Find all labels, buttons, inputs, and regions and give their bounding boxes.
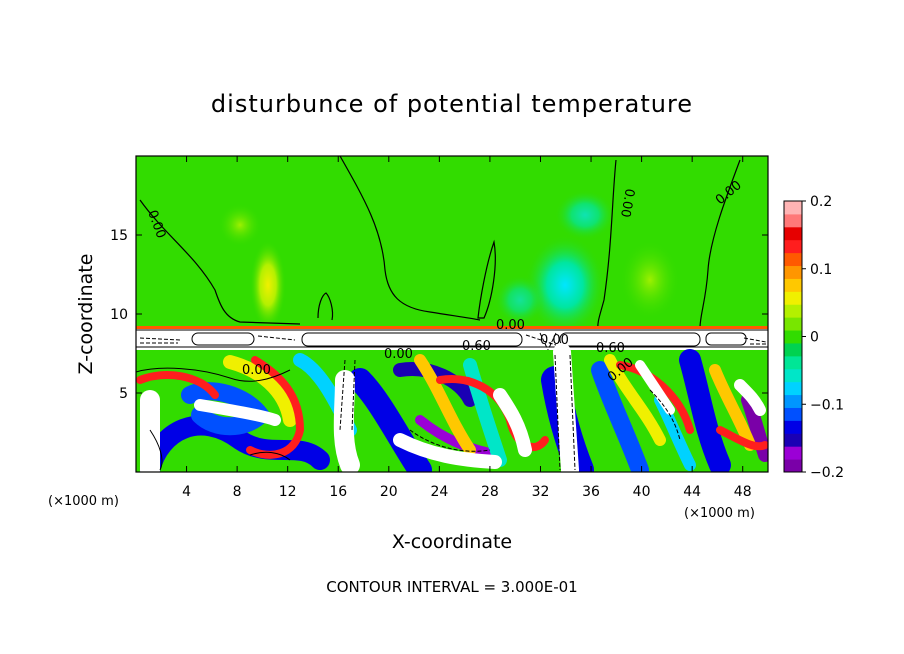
contour-line	[477, 239, 496, 319]
x-tick-label: 8	[233, 484, 242, 500]
y-tick-label: 5	[119, 386, 128, 402]
boundary-band	[136, 329, 768, 351]
x-tick-label: 4	[182, 484, 191, 500]
colorbar-swatch	[784, 355, 802, 370]
colorbar-swatch	[784, 213, 802, 228]
lower-contours	[136, 354, 681, 471]
colorbar-swatch	[784, 433, 802, 447]
plot-area	[136, 156, 768, 472]
x-tick-label: 36	[582, 484, 600, 500]
contour-line	[597, 159, 617, 331]
x-tick-label: 24	[430, 484, 448, 500]
x-tick-label: 12	[279, 484, 297, 500]
contour-label: 0.00	[540, 333, 569, 348]
boundary-band	[136, 326, 768, 329]
colorbar-swatch	[784, 459, 802, 473]
warm-anomaly	[250, 240, 286, 330]
colorbar-swatch	[784, 381, 802, 396]
colorbar-tick-label: −0.1	[810, 397, 844, 413]
contour-line	[699, 159, 741, 329]
y-tick-label: 15	[110, 228, 128, 244]
contour-label: 0.60	[462, 339, 491, 354]
colorbar-swatch	[784, 420, 802, 434]
warm-anomaly	[218, 203, 262, 247]
boundary-cell	[191, 332, 255, 346]
colorbar-swatch	[784, 265, 802, 279]
colorbar-swatch	[784, 407, 802, 421]
x-axis: 4 8 12 16 20 24 28 32 36 40 44 48	[182, 156, 752, 500]
colorbar-swatch	[784, 201, 802, 215]
colorbar-swatch	[784, 330, 802, 344]
x-tick-label: 16	[329, 484, 347, 500]
colorbar-tick-label: 0.2	[810, 194, 832, 210]
boundary-cell	[705, 332, 747, 346]
colorbar-swatch	[784, 278, 802, 292]
lower-turbulence	[136, 343, 768, 472]
colorbar-swatch	[784, 368, 802, 383]
contour-label: 0.00	[617, 187, 637, 218]
cold-anomaly	[495, 275, 545, 325]
chart-title: disturbunce of potential temperature	[211, 90, 693, 118]
contour-interval-note: CONTOUR INTERVAL = 3.000E-01	[326, 578, 577, 596]
cold-anomaly	[525, 235, 605, 335]
colorbar-tick-label: 0	[810, 330, 819, 346]
contour-line	[136, 329, 768, 348]
colorbar	[784, 201, 802, 473]
x-axis-label: X-coordinate	[392, 531, 512, 553]
x-tick-label: 48	[734, 484, 752, 500]
boundary-cell	[301, 332, 523, 347]
x-unit-right: (×1000 m)	[684, 506, 755, 521]
boundary-cell	[559, 332, 701, 347]
x-unit-left: (×1000 m)	[48, 494, 119, 509]
contour-line	[339, 156, 481, 321]
colorbar-ticks: 0.2 0.1 0 −0.1 −0.2	[802, 194, 844, 481]
contour-label: 0.60	[596, 341, 625, 356]
colorbar-swatch	[784, 317, 802, 331]
colorbar-swatch	[784, 304, 802, 318]
cold-anomaly	[555, 190, 615, 240]
warm-anomaly	[620, 240, 680, 320]
x-tick-label: 28	[481, 484, 499, 500]
contour-label: 0.00	[496, 318, 525, 333]
contour-line	[139, 199, 301, 325]
colorbar-swatch	[784, 226, 802, 241]
colorbar-swatch	[784, 252, 802, 267]
y-axis: 5 10 15	[110, 228, 768, 402]
colorbar-swatch	[784, 239, 802, 254]
y-axis-label: Z-coordinate	[75, 254, 97, 375]
x-tick-label: 32	[532, 484, 550, 500]
x-tick-label: 40	[633, 484, 651, 500]
colorbar-swatch	[784, 394, 802, 408]
colorbar-tick-label: 0.1	[810, 262, 832, 278]
y-tick-label: 10	[110, 307, 128, 323]
x-tick-label: 44	[683, 484, 701, 500]
contour-line	[139, 332, 767, 351]
colorbar-swatch	[784, 342, 802, 357]
contour-line	[317, 292, 334, 321]
x-tick-label: 20	[380, 484, 398, 500]
colorbar-swatch	[784, 446, 802, 460]
colorbar-tick-label: −0.2	[810, 465, 844, 481]
contour-label: 0.00	[242, 363, 271, 378]
colorbar-swatch	[784, 291, 802, 305]
contour-label: 0.00	[384, 347, 413, 362]
